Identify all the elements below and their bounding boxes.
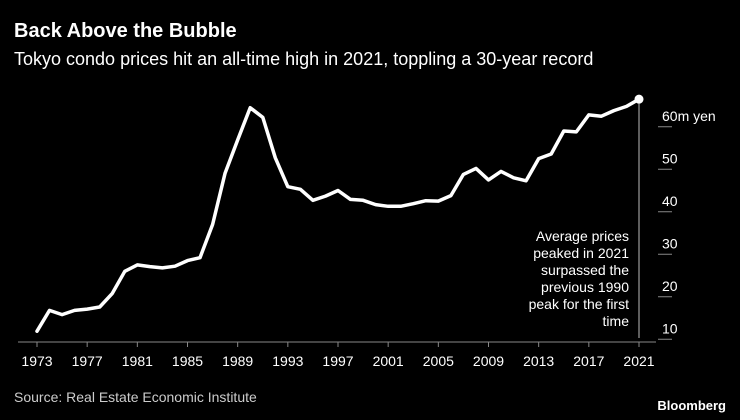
x-tick-label: 2021: [623, 353, 654, 369]
bloomberg-logo: Bloomberg: [657, 398, 726, 413]
annotation-line: previous 1990: [541, 279, 629, 295]
price-series-line: [35, 97, 641, 333]
annotation-line: peak for the first: [529, 296, 629, 312]
x-tick-label: 1981: [122, 353, 153, 369]
annotation-text: Average prices peaked in 2021 surpassed th…: [529, 228, 630, 329]
annotation-line: Average prices: [536, 228, 629, 244]
annotation-line: surpassed the: [541, 262, 629, 278]
y-tick-label: 50: [662, 150, 678, 166]
x-tick-label: 1973: [21, 353, 52, 369]
chart-title: Back Above the Bubble: [14, 20, 237, 42]
annotation-line: time: [603, 313, 630, 329]
y-tick-label: 40: [662, 193, 678, 209]
y-tick-label: 60m yen: [662, 108, 716, 124]
annotation-line: peaked in 2021: [533, 245, 629, 261]
x-tick-label: 1997: [322, 353, 353, 369]
x-tick-label: 1993: [272, 353, 303, 369]
x-tick-label: 2001: [373, 353, 404, 369]
x-tick-label: 2005: [423, 353, 454, 369]
x-tick-label: 2013: [523, 353, 554, 369]
source-note: Source: Real Estate Economic Institute: [14, 389, 257, 405]
x-tick-label: 2009: [473, 353, 504, 369]
x-tick-label: 1985: [172, 353, 203, 369]
chart-subtitle: Tokyo condo prices hit an all-time high …: [14, 49, 594, 69]
x-tick-label: 2017: [573, 353, 604, 369]
y-tick-label: 30: [662, 235, 678, 251]
x-tick-label: 1977: [72, 353, 103, 369]
x-tick-label: 1989: [222, 353, 253, 369]
peak-2021-marker: [634, 94, 644, 104]
y-tick-label: 20: [662, 278, 678, 294]
y-tick-label: 10: [662, 320, 678, 336]
